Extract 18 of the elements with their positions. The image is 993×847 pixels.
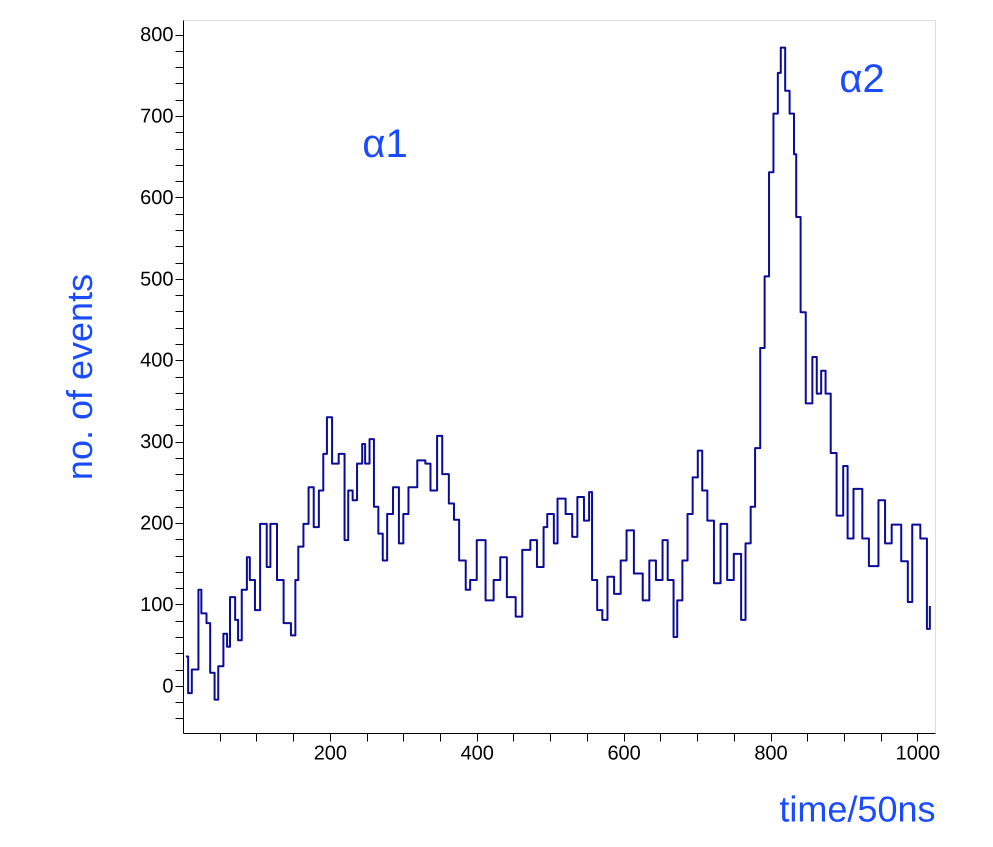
annotation: α1	[362, 122, 408, 166]
y-tick-label: 700	[140, 106, 174, 128]
x-tick-label: 1000	[896, 742, 940, 764]
y-tick-label: 600	[140, 186, 174, 209]
y-tick-label: 400	[140, 350, 174, 372]
x-tick-label: 200	[314, 742, 348, 764]
y-tick-label: 800	[140, 24, 174, 46]
y-tick-label: 0	[162, 675, 174, 698]
y-tick-label: 500	[140, 268, 174, 290]
x-tick-label: 600	[607, 742, 641, 764]
y-tick-label: 100	[140, 594, 174, 616]
x-tick-label: 800	[754, 742, 788, 764]
x-axis-title: time/50ns	[779, 788, 936, 830]
y-axis-title: no. of events	[59, 274, 100, 480]
x-tick-label: 400	[460, 742, 494, 764]
annotation: α2	[839, 57, 885, 101]
y-tick-label: 200	[140, 512, 174, 535]
y-tick-label: 300	[140, 431, 174, 454]
